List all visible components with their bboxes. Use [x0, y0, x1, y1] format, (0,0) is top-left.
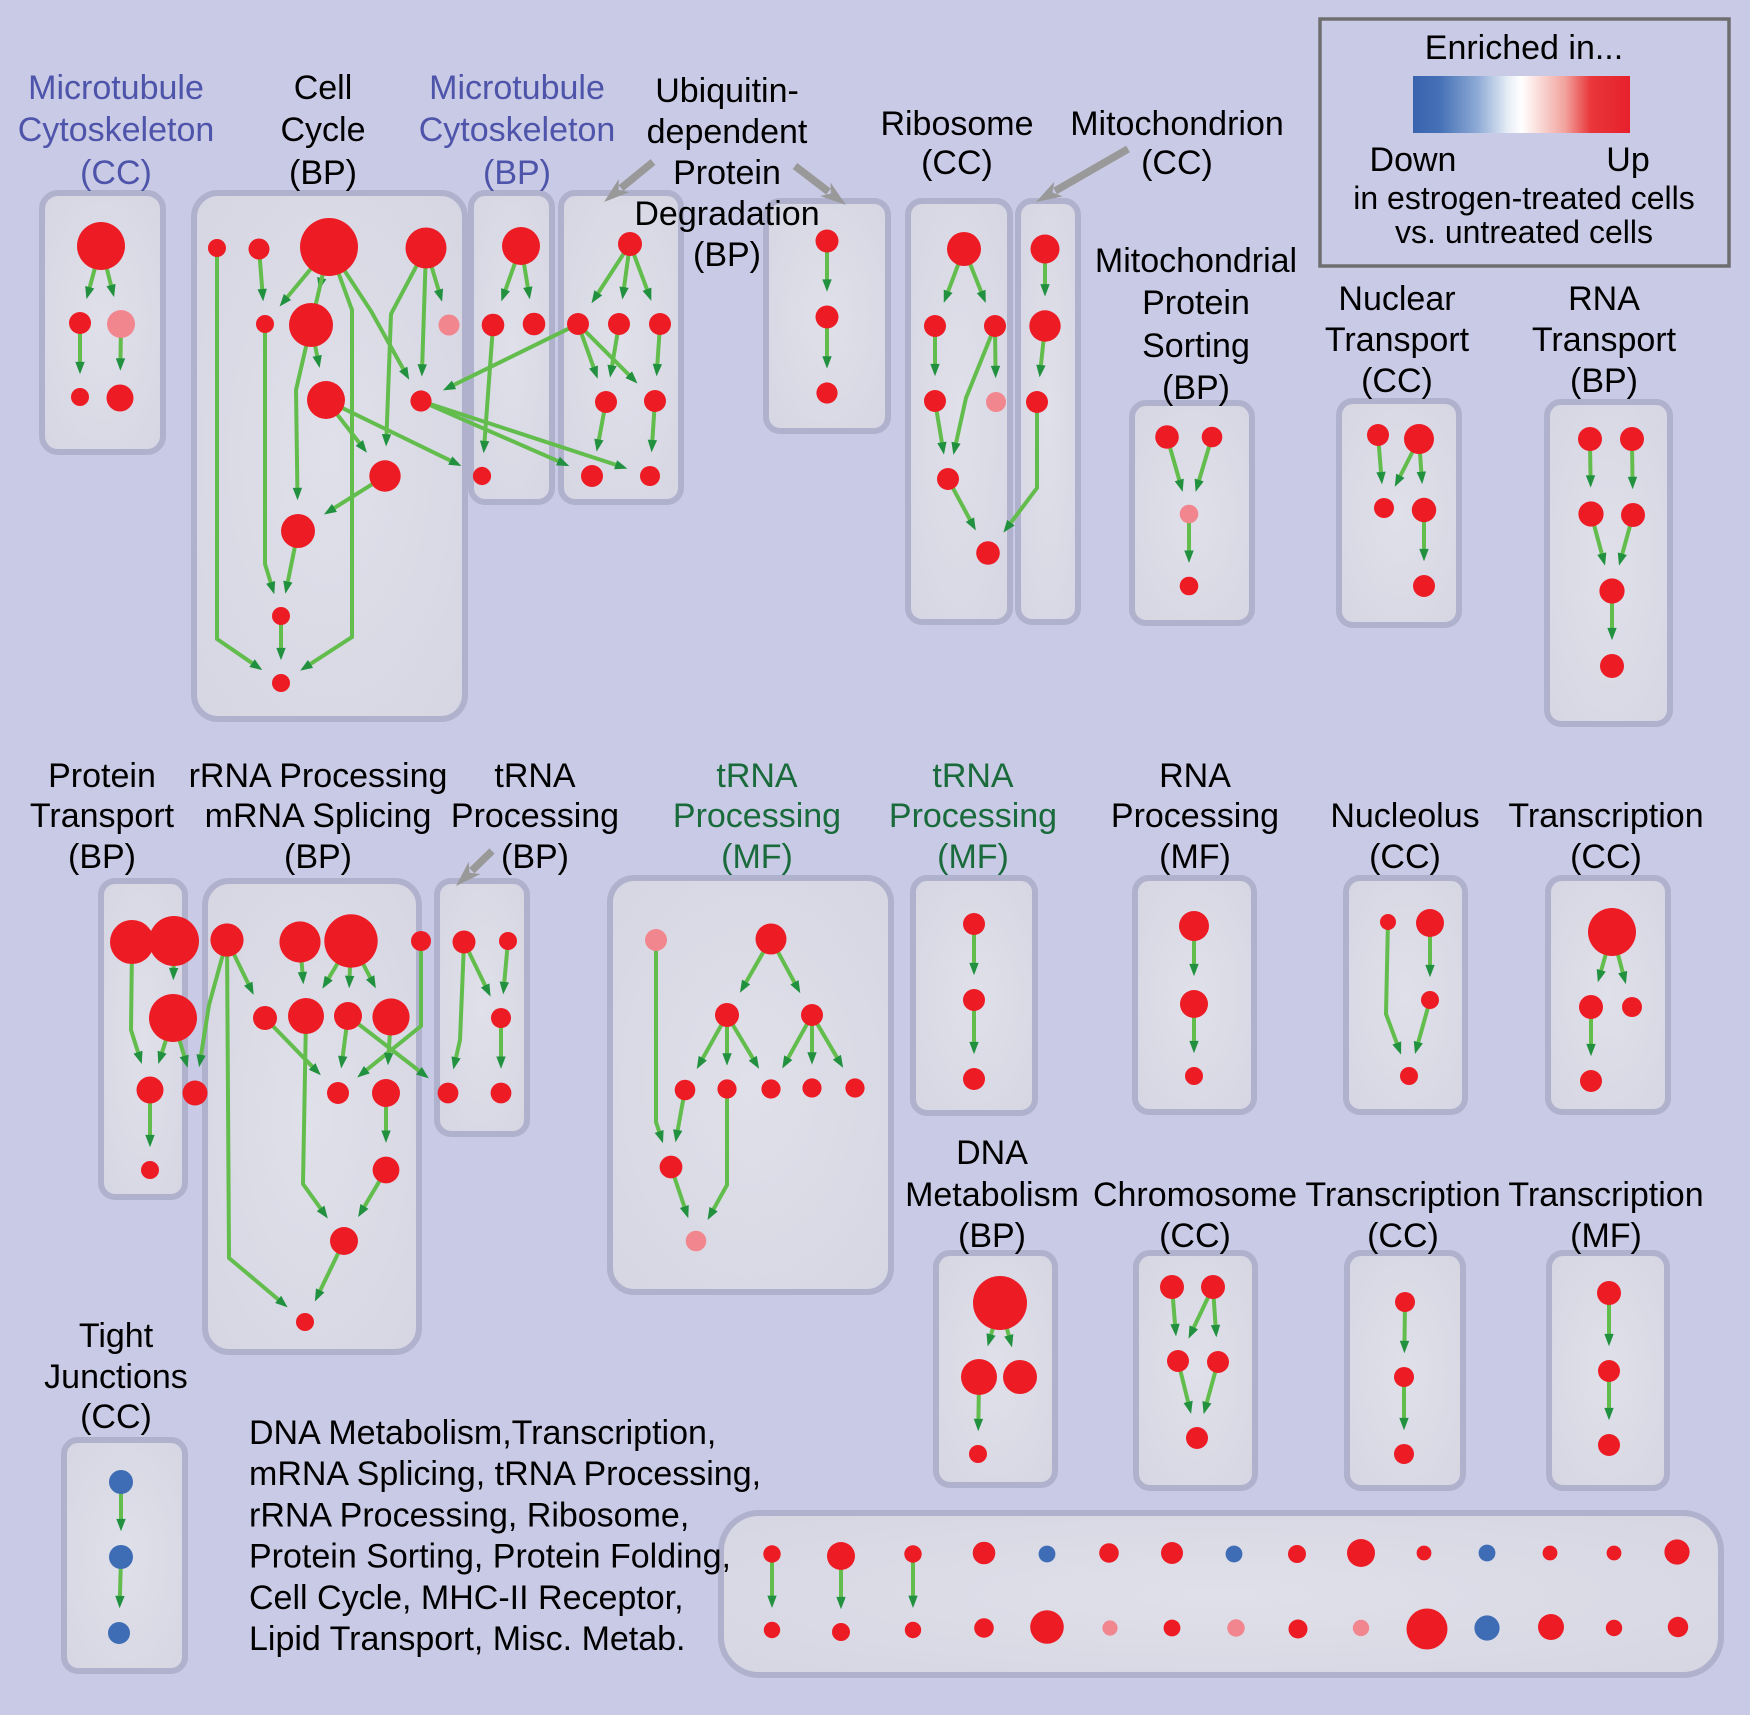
svg-text:Transport: Transport — [1325, 321, 1470, 359]
svg-text:Microtubule: Microtubule — [28, 69, 204, 107]
svg-text:Mitochondrial: Mitochondrial — [1095, 242, 1297, 280]
svg-text:Microtubule: Microtubule — [429, 69, 605, 107]
svg-text:Cytoskeleton: Cytoskeleton — [18, 111, 215, 149]
svg-text:(MF): (MF) — [721, 838, 793, 876]
svg-text:(CC): (CC) — [80, 154, 152, 192]
svg-text:(MF): (MF) — [1159, 838, 1231, 876]
svg-text:(CC): (CC) — [1369, 838, 1441, 876]
svg-text:Protein: Protein — [1142, 284, 1250, 322]
svg-text:RNA: RNA — [1568, 280, 1640, 318]
svg-text:Protein: Protein — [673, 154, 781, 192]
svg-text:Mitochondrion: Mitochondrion — [1070, 105, 1284, 143]
svg-text:Cytoskeleton: Cytoskeleton — [419, 111, 616, 149]
svg-text:tRNA: tRNA — [932, 757, 1014, 795]
svg-text:(BP): (BP) — [68, 838, 136, 876]
svg-text:Chromosome: Chromosome — [1093, 1176, 1297, 1214]
svg-text:Processing: Processing — [673, 797, 841, 835]
svg-text:DNA: DNA — [956, 1134, 1028, 1172]
svg-text:rRNA Processing: rRNA Processing — [189, 757, 448, 795]
svg-text:in estrogen-treated cells: in estrogen-treated cells — [1353, 180, 1695, 216]
svg-text:Transport: Transport — [1532, 321, 1677, 359]
svg-text:Sorting: Sorting — [1142, 327, 1250, 365]
svg-text:(CC): (CC) — [1361, 362, 1433, 400]
svg-text:dependent: dependent — [647, 113, 808, 151]
svg-text:tRNA: tRNA — [716, 757, 798, 795]
svg-text:Processing: Processing — [889, 797, 1057, 835]
svg-text:(BP): (BP) — [1162, 369, 1230, 407]
svg-text:Ribosome: Ribosome — [880, 105, 1033, 143]
svg-text:Degradation: Degradation — [634, 195, 819, 233]
svg-text:Transcription: Transcription — [1305, 1176, 1500, 1214]
svg-text:Down: Down — [1370, 141, 1457, 179]
svg-text:mRNA Splicing: mRNA Splicing — [205, 797, 432, 835]
svg-text:Transcription: Transcription — [1508, 797, 1703, 835]
svg-text:(CC): (CC) — [80, 1398, 152, 1436]
svg-text:vs. untreated cells: vs. untreated cells — [1395, 214, 1653, 250]
svg-text:(CC): (CC) — [1367, 1217, 1439, 1255]
svg-text:Transcription: Transcription — [1508, 1176, 1703, 1214]
svg-text:(MF): (MF) — [1570, 1217, 1642, 1255]
svg-text:(MF): (MF) — [937, 838, 1009, 876]
svg-text:(BP): (BP) — [1570, 362, 1638, 400]
svg-text:Nuclear: Nuclear — [1338, 280, 1455, 318]
svg-text:tRNA: tRNA — [494, 757, 576, 795]
svg-text:(BP): (BP) — [289, 154, 357, 192]
svg-text:Lipid Transport, Misc. Metab.: Lipid Transport, Misc. Metab. — [249, 1620, 686, 1658]
svg-text:(BP): (BP) — [693, 236, 761, 274]
svg-text:(BP): (BP) — [501, 838, 569, 876]
svg-text:Nucleolus: Nucleolus — [1330, 797, 1479, 835]
svg-text:Cell Cycle, MHC-II Receptor,: Cell Cycle, MHC-II Receptor, — [249, 1579, 684, 1617]
svg-text:Protein Sorting, Protein Foldi: Protein Sorting, Protein Folding, — [249, 1538, 731, 1576]
svg-text:mRNA Splicing, tRNA Processing: mRNA Splicing, tRNA Processing, — [249, 1455, 761, 1493]
svg-text:rRNA Processing, Ribosome,: rRNA Processing, Ribosome, — [249, 1496, 689, 1534]
svg-text:Processing: Processing — [451, 797, 619, 835]
svg-text:(CC): (CC) — [1570, 838, 1642, 876]
svg-text:(CC): (CC) — [921, 144, 993, 182]
svg-text:(BP): (BP) — [483, 154, 551, 192]
svg-text:Enriched in...: Enriched in... — [1425, 29, 1623, 67]
svg-text:Tight: Tight — [79, 1317, 154, 1355]
svg-text:(BP): (BP) — [958, 1217, 1026, 1255]
svg-text:Cycle: Cycle — [280, 111, 365, 149]
svg-text:(CC): (CC) — [1141, 144, 1213, 182]
svg-text:(BP): (BP) — [284, 838, 352, 876]
svg-text:Up: Up — [1606, 141, 1649, 179]
svg-text:Transport: Transport — [30, 797, 175, 835]
svg-text:Ubiquitin-: Ubiquitin- — [655, 72, 799, 110]
svg-text:Junctions: Junctions — [44, 1358, 188, 1396]
svg-text:Metabolism: Metabolism — [905, 1176, 1079, 1214]
svg-text:Cell: Cell — [294, 69, 353, 107]
svg-text:DNA Metabolism,Transcription,: DNA Metabolism,Transcription, — [249, 1414, 716, 1452]
svg-text:(CC): (CC) — [1159, 1217, 1231, 1255]
svg-text:Protein: Protein — [48, 757, 156, 795]
svg-text:RNA: RNA — [1159, 757, 1231, 795]
svg-text:Processing: Processing — [1111, 797, 1279, 835]
